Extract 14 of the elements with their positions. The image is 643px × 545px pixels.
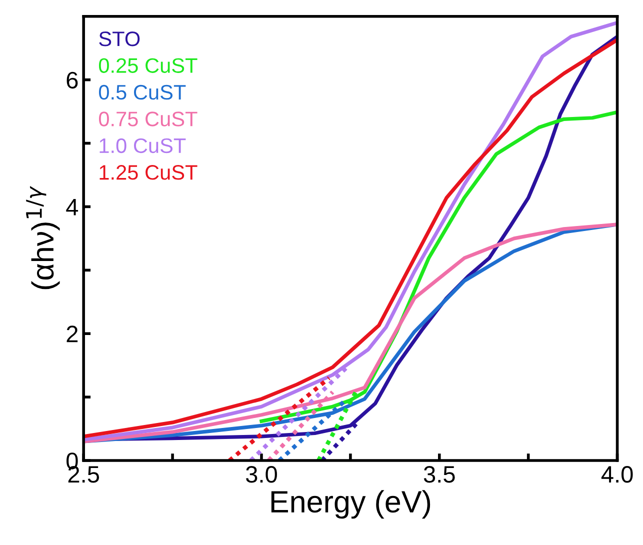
y-tick-label: 4 <box>66 199 78 216</box>
x-tick-label: 3.5 <box>424 466 455 483</box>
text: 0.5 CuST <box>98 84 186 100</box>
text: 0.75 CuST <box>98 112 198 126</box>
y-tick-label: 6 <box>66 72 78 89</box>
x-axis-title: Energy (eV) <box>271 490 430 519</box>
text: 0.25 CuST <box>98 58 198 73</box>
y-axis-title: (αhν)$^{1/γ}$ <box>26 186 60 290</box>
x-tick-label: 3.0 <box>246 466 277 483</box>
text: STO <box>99 31 140 46</box>
x-tick-label: 4.0 <box>601 466 633 483</box>
text: 1.25 CuST <box>100 165 198 180</box>
y-tick-label: 2 <box>66 326 78 342</box>
text: 1.0 CuST <box>100 138 186 154</box>
